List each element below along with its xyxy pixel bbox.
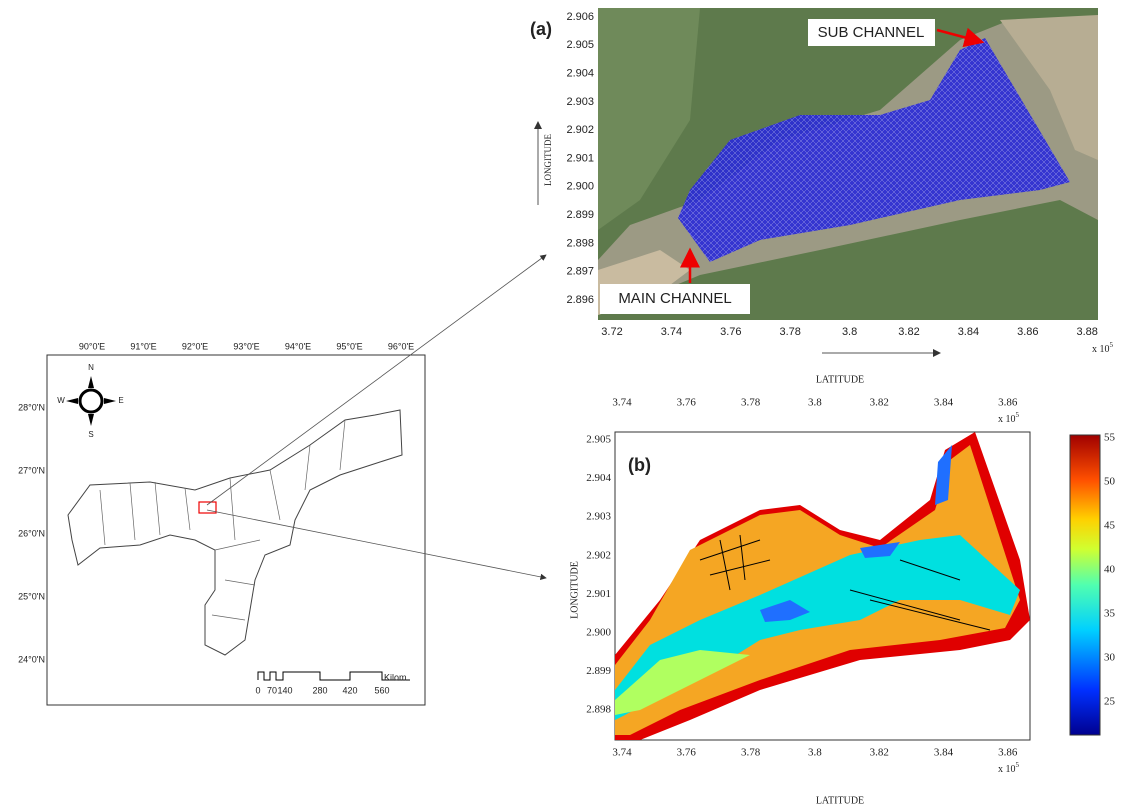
lon-label: 91°0'E	[130, 341, 156, 351]
y-tick-label: 2.900	[566, 181, 594, 193]
x-tick-label: 3.76	[677, 747, 697, 759]
y-tick-label: 2.902	[586, 549, 611, 561]
multiplier-exp: 5	[1110, 341, 1114, 349]
multiplier-exp: 5	[1016, 761, 1020, 769]
lon-label: 92°0'E	[182, 341, 208, 351]
y-tick-label: 2.900	[586, 627, 611, 639]
y-tick-label: 2.902	[566, 124, 594, 136]
colorbar-label: 35	[1104, 608, 1116, 620]
x-tick-label: 3.84	[958, 326, 979, 338]
x-tick-label: 3.74	[612, 397, 632, 409]
scale-label: 0	[255, 685, 260, 695]
lat-label: 28°0'N	[18, 402, 45, 412]
x-tick-label: 3.82	[898, 326, 919, 338]
colorbar-label: 40	[1104, 564, 1116, 576]
lon-label: 96°0'E	[388, 341, 414, 351]
x-axis-label: LATITUDE	[816, 795, 864, 806]
x-tick-label: 3.72	[601, 326, 622, 338]
colorbar	[1070, 435, 1100, 735]
lon-label: 95°0'E	[336, 341, 362, 351]
lat-label: 25°0'N	[18, 591, 45, 601]
multiplier-base: x 10	[998, 414, 1016, 425]
x-tick-label: 3.78	[779, 326, 800, 338]
x-tick-label: 3.78	[741, 397, 761, 409]
x-tick-label: 3.8	[808, 397, 822, 409]
x-tick-label: 3.74	[661, 326, 682, 338]
colorbar-label: 30	[1104, 652, 1116, 664]
x-tick-label: 3.84	[934, 747, 954, 759]
y-tick-label: 2.897	[566, 266, 594, 278]
compass-label: N	[88, 363, 94, 372]
y-tick-label: 2.899	[586, 665, 611, 677]
x-tick-label: 3.78	[741, 747, 761, 759]
figure: N S W E Kilom 90°0'E 91°0'E 92°0'E 93°0'E 94…	[0, 0, 1125, 812]
y-axis-label: LONGITUDE	[569, 561, 580, 619]
colorbar-label: 55	[1104, 432, 1116, 444]
scale-unit: Kilom	[384, 672, 407, 682]
x-tick-label: 3.8	[842, 326, 857, 338]
scale-label: 140	[277, 685, 292, 695]
lon-label: 94°0'E	[285, 341, 311, 351]
axis-multiplier: x 105	[998, 761, 1020, 776]
annotation: MAIN CHANNEL	[618, 290, 731, 307]
scale-label: 280	[312, 685, 327, 695]
x-tick-label: 3.82	[870, 747, 889, 759]
panel-label: (a)	[530, 19, 552, 39]
x-tick-label: 3.82	[870, 397, 889, 409]
compass-label: S	[88, 430, 93, 439]
colorbar-label: 50	[1104, 476, 1116, 488]
y-tick-label: 2.905	[586, 434, 611, 446]
lon-label: 90°0'E	[79, 341, 105, 351]
multiplier-base: x 10	[998, 764, 1016, 775]
y-tick-label: 2.903	[586, 511, 611, 523]
y-tick-label: 2.896	[566, 294, 594, 306]
axis-multiplier: x 105	[1092, 341, 1114, 356]
x-tick-label: 3.76	[720, 326, 741, 338]
y-tick-label: 2.903	[566, 96, 594, 108]
panel-label: (b)	[628, 455, 651, 475]
compass-label: E	[118, 396, 123, 405]
x-tick-label: 3.76	[677, 397, 697, 409]
axis-multiplier: x 105	[998, 411, 1020, 426]
y-tick-label: 2.901	[586, 588, 611, 600]
lat-label: 26°0'N	[18, 528, 45, 538]
multiplier-base: x 10	[1092, 344, 1110, 355]
lat-label: 27°0'N	[18, 465, 45, 475]
x-tick-label: 3.86	[998, 397, 1018, 409]
scale-label: 420	[342, 685, 357, 695]
x-tick-label: 3.8	[808, 747, 822, 759]
lat-label: 24°0'N	[18, 654, 45, 664]
colorbar-label: 45	[1104, 520, 1116, 532]
annotation: SUB CHANNEL	[818, 24, 925, 41]
y-tick-label: 2.905	[566, 39, 594, 51]
y-tick-label: 2.901	[566, 152, 594, 164]
x-tick-label: 3.86	[998, 747, 1018, 759]
scale-label: 560	[374, 685, 389, 695]
x-tick-label: 3.84	[934, 397, 954, 409]
y-tick-label: 2.904	[586, 472, 611, 484]
y-axis-label: LONGITUDE	[543, 134, 553, 186]
colorbar-label: 25	[1104, 696, 1116, 708]
scale-label: 70	[267, 685, 277, 695]
y-tick-label: 2.898	[566, 237, 594, 249]
y-tick-label: 2.899	[566, 209, 594, 221]
y-tick-label: 2.898	[586, 704, 611, 716]
x-tick-label: 3.86	[1017, 326, 1038, 338]
x-axis-label: LATITUDE	[816, 374, 864, 385]
x-tick-label: 3.88	[1076, 326, 1097, 338]
lon-label: 93°0'E	[233, 341, 259, 351]
y-tick-label: 2.904	[566, 68, 594, 80]
multiplier-exp: 5	[1016, 411, 1020, 419]
x-tick-label: 3.74	[612, 747, 632, 759]
y-tick-label: 2.906	[566, 11, 594, 23]
compass-label: W	[57, 396, 65, 405]
